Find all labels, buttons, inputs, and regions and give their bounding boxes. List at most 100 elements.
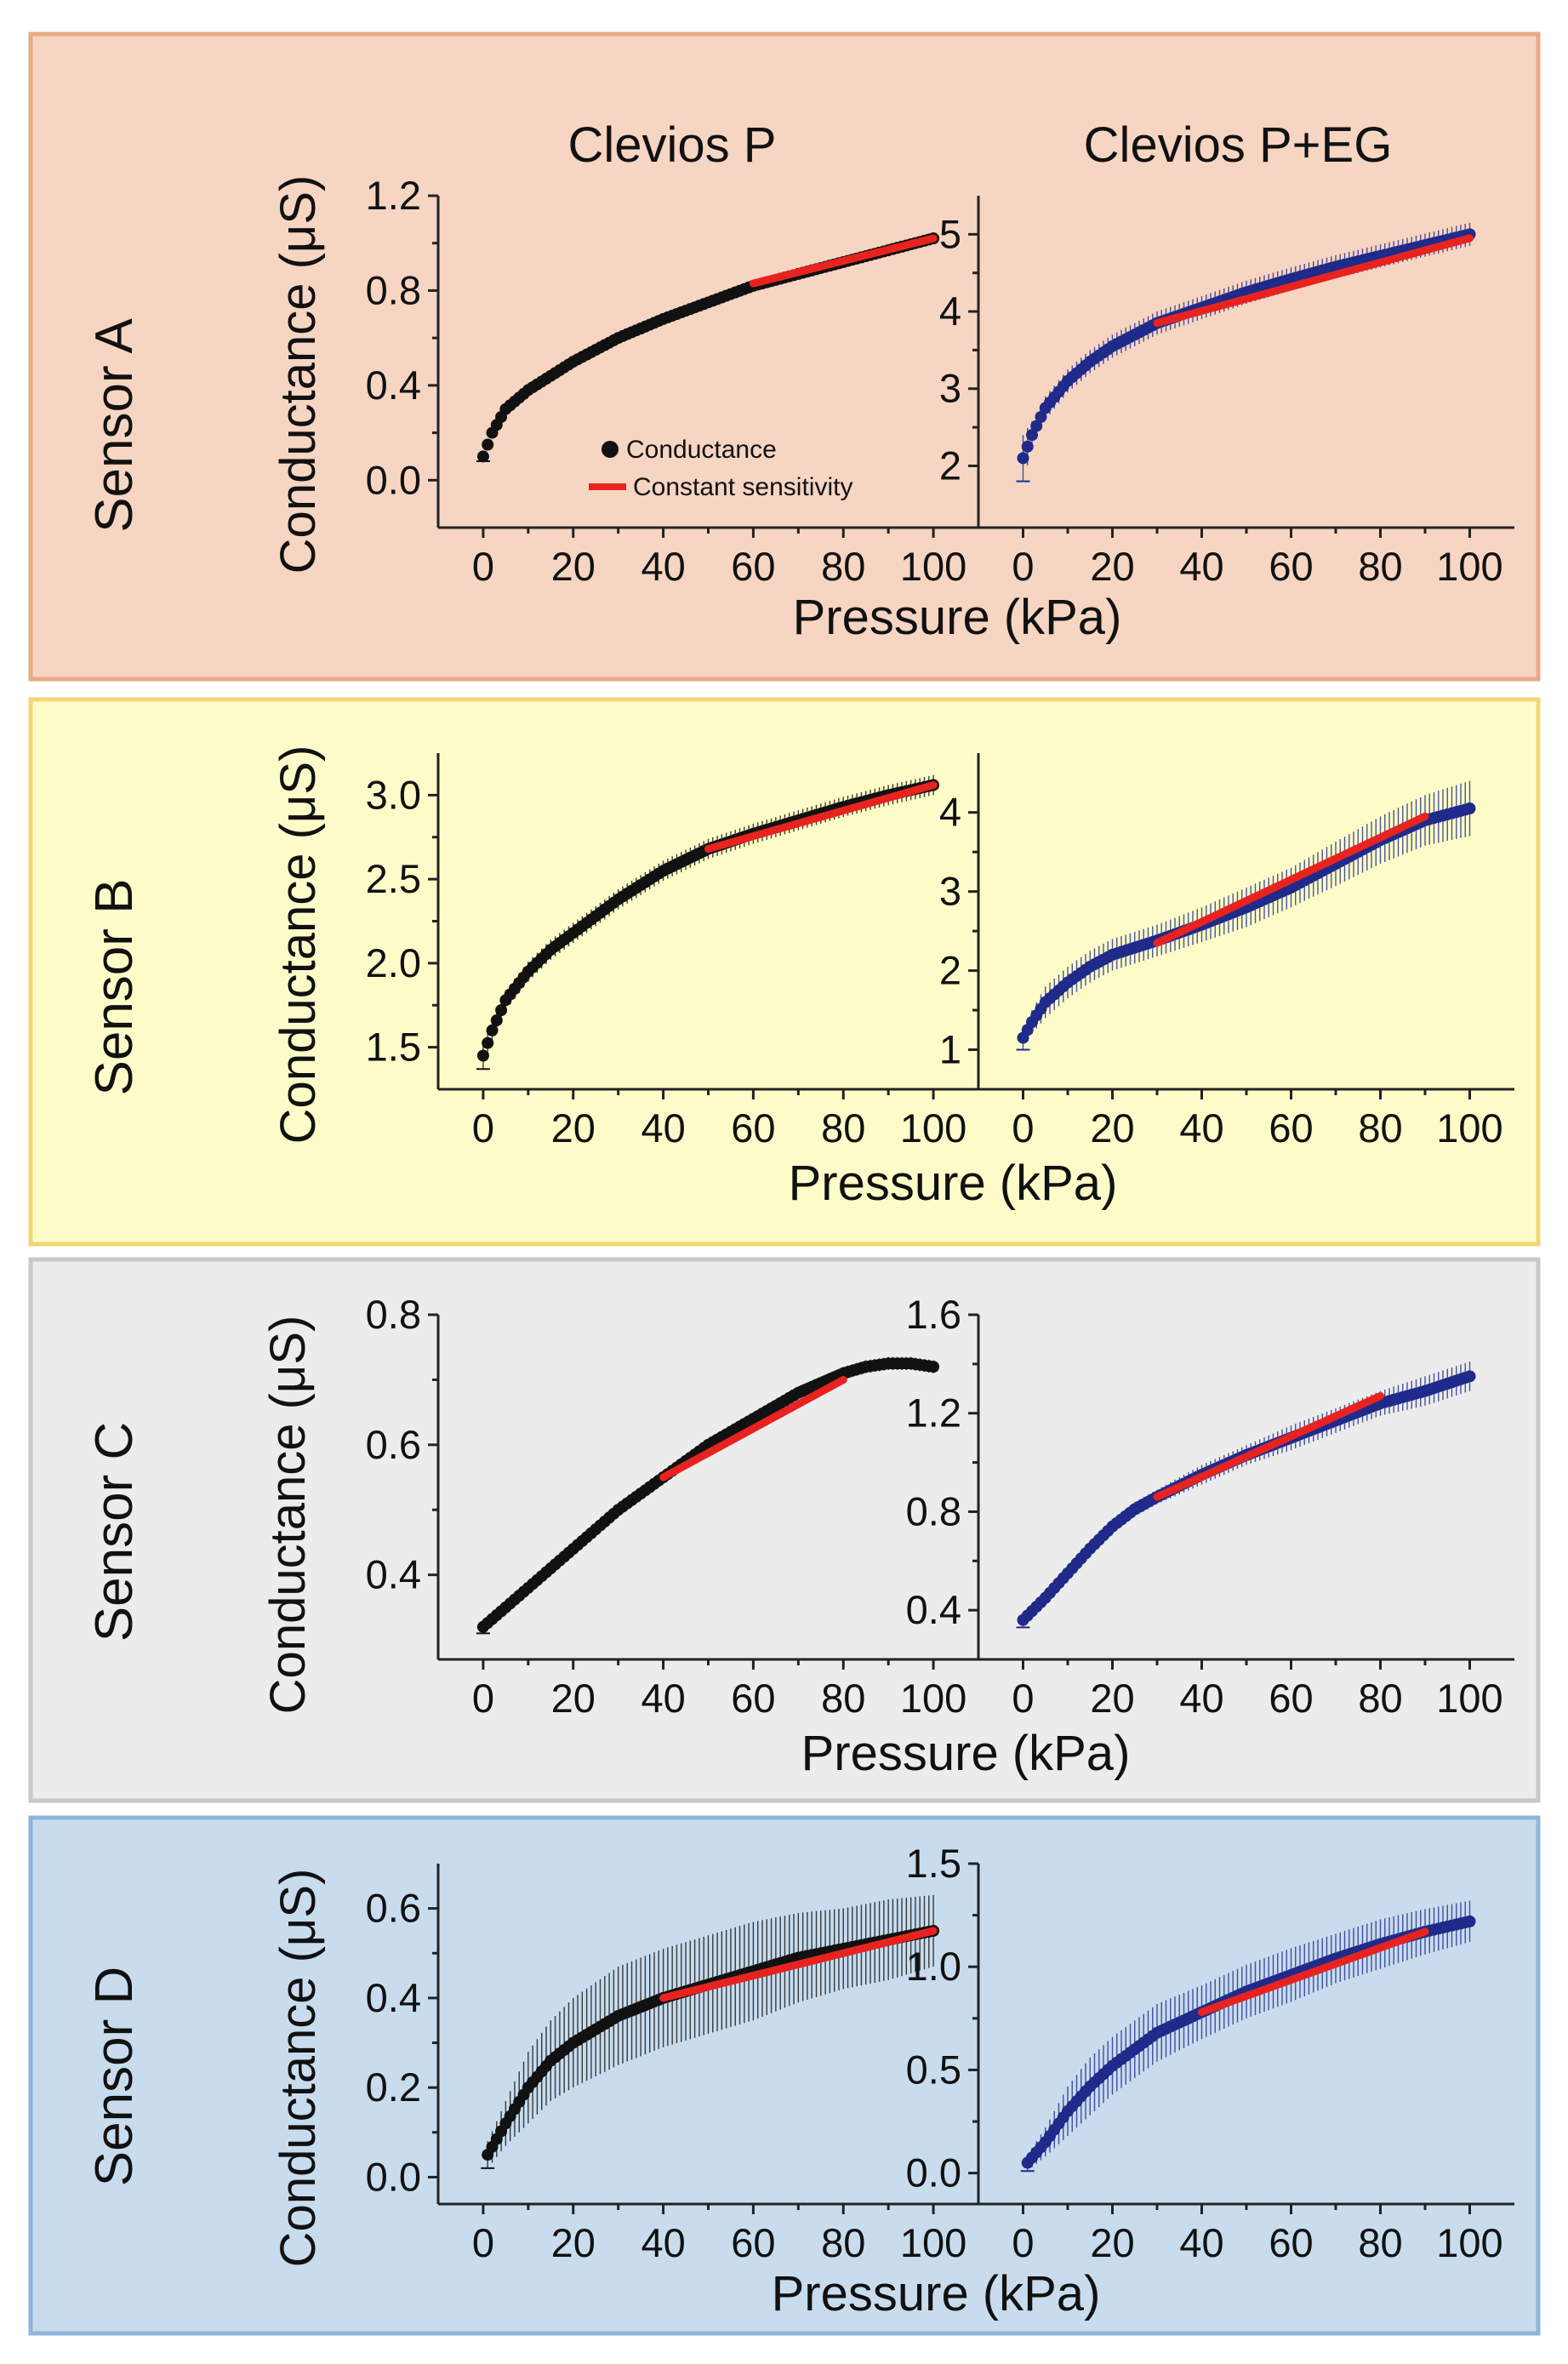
y-tick-label: 0.4: [906, 1587, 961, 1632]
y-axis-title-sensor-a: Conductance (μS): [271, 175, 326, 574]
data-point: [1017, 452, 1029, 465]
y-tick-label: 5: [939, 211, 961, 256]
panel-sensor-c-clevios-p-eg: 0 20 40 60 80 100 0.4 0.8 1.2 1.6: [906, 1292, 1514, 1721]
x-tick-label: 0: [1012, 1105, 1034, 1151]
y-tick-label: 1: [939, 1027, 961, 1072]
x-tick-label: 60: [1269, 544, 1313, 589]
data-point: [1035, 411, 1047, 423]
row-panel-sensor-c: [28, 1257, 1541, 1803]
x-tick-label: 20: [1090, 2220, 1134, 2265]
data-point: [1021, 440, 1034, 453]
x-tick-label: 80: [1358, 544, 1402, 589]
row-panel-sensor-d: [28, 1815, 1541, 2336]
panel-sensor-a-clevios-p-eg: 0 20 40 60 80 100 2 3 4 5: [939, 196, 1514, 589]
x-tick-label: 60: [1269, 2220, 1313, 2265]
y-tick-label: 2: [939, 948, 961, 993]
x-tick-label: 80: [821, 1105, 865, 1151]
x-axis-title-sensor-b: Pressure (kPa): [789, 1156, 1118, 1211]
fit-line-sensor-d-clevios-p: [659, 1927, 938, 2002]
y-tick-label: 1.6: [906, 1292, 961, 1337]
y-tick-label: 0.6: [366, 1886, 421, 1931]
fit-line-sensor-a-clevios-p-eg: [1153, 234, 1474, 328]
data-point: [1463, 802, 1476, 815]
x-tick-label: 40: [1179, 1105, 1223, 1151]
y-tick-label: 3.0: [366, 772, 421, 817]
x-tick-label: 100: [900, 544, 966, 589]
y-tick-label: 0.0: [366, 457, 421, 502]
x-tick-label: 80: [1358, 2220, 1402, 2265]
x-axis-title-sensor-a: Pressure (kPa): [793, 590, 1122, 645]
fit-line-sensor-c-clevios-p: [659, 1375, 847, 1482]
fit-line-sensor-c-clevios-p-eg: [1153, 1391, 1384, 1501]
x-tick-label: 0: [472, 1105, 494, 1151]
x-tick-label: 40: [641, 544, 685, 589]
y-tick-label: 1.5: [366, 1025, 421, 1070]
y-tick-label: 0.8: [906, 1488, 961, 1533]
x-tick-label: 80: [821, 544, 865, 589]
panel-sensor-d-clevios-p-eg: 0 20 40 60 80 100 0.0 0.5 1.0 1.5: [906, 1841, 1514, 2265]
y-tick-label: 0.4: [366, 1975, 421, 2020]
row-label-sensor-d: Sensor D: [85, 1967, 144, 2186]
x-tick-label: 0: [1012, 1676, 1034, 1721]
x-tick-label: 100: [1436, 1105, 1502, 1151]
y-tick-label: 0.0: [366, 2154, 421, 2199]
data-point: [482, 438, 494, 451]
panel-sensor-d-clevios-p: 0 20 40 60 80 100 0.0 0.2 0.4 0.6: [366, 1864, 978, 2265]
data-point: [486, 1024, 499, 1036]
panel-backgrounds: [28, 31, 1541, 2336]
fit-line-sensor-b-clevios-p-eg: [1153, 812, 1429, 947]
y-tick-label: 3: [939, 366, 961, 411]
x-tick-label: 20: [551, 2220, 596, 2265]
panel-sensor-b-clevios-p: 0 20 40 60 80 100 1.5 2.0 2.5 3.0: [366, 753, 978, 1151]
y-tick-label: 2: [939, 443, 961, 488]
column-title-clevios-p-eg: Clevios P+EG: [1084, 117, 1393, 173]
y-tick-label: 0.8: [366, 1292, 421, 1337]
x-tick-label: 40: [1179, 1676, 1223, 1721]
data-point: [1463, 1915, 1476, 1927]
y-tick-label: 1.5: [906, 1841, 961, 1886]
data-point: [482, 1036, 494, 1049]
data-point: [927, 1361, 940, 1373]
data-point: [1026, 429, 1038, 442]
legend-label-conductance: Conductance: [626, 436, 777, 464]
row-label-sensor-c: Sensor C: [85, 1422, 144, 1642]
y-tick-label: 0.4: [366, 363, 421, 408]
x-tick-label: 100: [1436, 1676, 1502, 1721]
x-tick-label: 60: [731, 1676, 775, 1721]
data-points-sensor-c-clevios-p: [476, 1357, 940, 1633]
x-tick-label: 100: [1436, 544, 1502, 589]
y-tick-label: 4: [939, 790, 961, 835]
y-tick-label: 0.0: [906, 2150, 961, 2196]
x-tick-label: 20: [551, 544, 596, 589]
x-tick-label: 100: [900, 1105, 966, 1151]
legend: Conductance Constant sensitivity: [589, 436, 852, 501]
x-tick-label: 80: [1358, 1676, 1402, 1721]
x-tick-label: 0: [472, 1676, 494, 1721]
x-tick-label: 80: [1358, 1105, 1402, 1151]
y-axis-title-sensor-d: Conductance (μS): [271, 1869, 326, 2268]
y-tick-label: 2.0: [366, 940, 421, 985]
y-tick-label: 3: [939, 869, 961, 914]
row-panel-sensor-b: [28, 697, 1541, 1247]
fit-line-sensor-b-clevios-p: [704, 781, 938, 854]
data-point: [476, 450, 489, 463]
x-tick-label: 80: [821, 2220, 865, 2265]
data-point: [1463, 1370, 1476, 1383]
y-axis-title-sensor-b: Conductance (μS): [271, 745, 326, 1145]
x-tick-label: 0: [1012, 544, 1034, 589]
row-panel-sensor-a: [28, 31, 1541, 682]
y-tick-label: 1.2: [906, 1390, 961, 1436]
x-tick-label: 20: [1090, 1105, 1134, 1151]
x-tick-label: 20: [1090, 1676, 1134, 1721]
x-tick-label: 60: [731, 1105, 775, 1151]
x-tick-label: 100: [1436, 2220, 1502, 2265]
data-point: [495, 1004, 508, 1017]
y-tick-label: 0.2: [366, 2064, 421, 2110]
data-point: [490, 1014, 503, 1027]
row-label-sensor-b: Sensor B: [85, 878, 144, 1095]
y-tick-label: 0.4: [366, 1552, 421, 1597]
x-tick-label: 0: [1012, 2220, 1034, 2265]
x-tick-label: 60: [731, 2220, 775, 2265]
x-tick-label: 100: [900, 2220, 966, 2265]
